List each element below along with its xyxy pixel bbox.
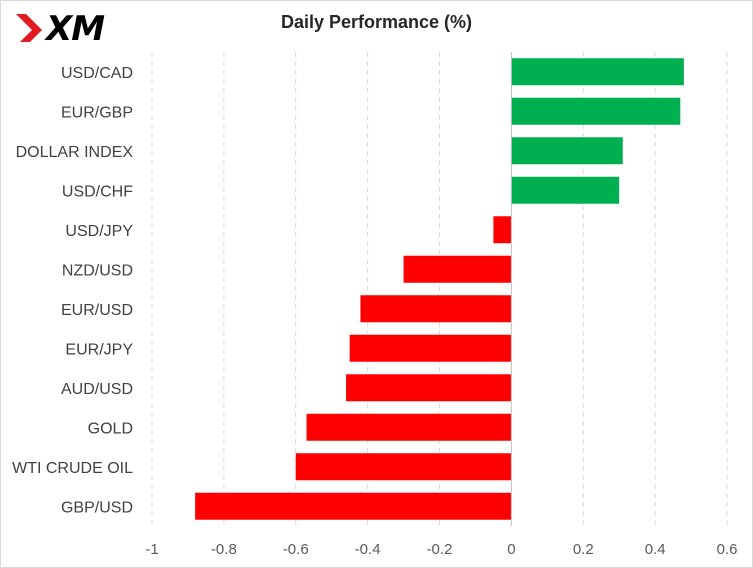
x-tick-label: -0.2 xyxy=(427,541,453,558)
bar-gbp-usd xyxy=(195,492,512,520)
bar-wti-crude-oil xyxy=(295,453,512,481)
bar-usd-jpy xyxy=(493,216,512,244)
category-label: USD/CHF xyxy=(62,183,133,200)
bar-eur-jpy xyxy=(349,334,512,362)
bar-aud-usd xyxy=(346,374,512,402)
bar-dollar-index xyxy=(511,137,623,165)
x-tick-label: 0 xyxy=(507,541,515,558)
category-label: USD/JPY xyxy=(65,223,133,240)
bar-usd-chf xyxy=(511,176,620,204)
category-label: AUD/USD xyxy=(61,381,133,398)
x-tick-label: 0.6 xyxy=(717,541,738,558)
x-tick-label: -0.6 xyxy=(283,541,309,558)
xm-logo: XM xyxy=(12,8,106,48)
bar-eur-gbp xyxy=(511,97,681,125)
category-label: GOLD xyxy=(88,420,133,437)
grid-lines xyxy=(151,52,728,526)
bars-group xyxy=(195,58,684,520)
chart-title: Daily Performance (%) xyxy=(280,12,473,32)
category-label: EUR/USD xyxy=(61,302,133,319)
bar-eur-usd xyxy=(360,295,512,323)
x-tick-label: -1 xyxy=(145,541,158,558)
x-tick-label: -0.8 xyxy=(211,541,237,558)
category-label: USD/CAD xyxy=(61,65,133,82)
category-label: NZD/USD xyxy=(62,262,133,279)
category-labels: USD/CAD EUR/GBP DOLLAR INDEX USD/CHF USD/JPY… xyxy=(12,65,133,517)
category-label: GBP/USD xyxy=(61,499,133,516)
bar-gold xyxy=(306,413,512,441)
x-tick-labels: -1 -0.8 -0.6 -0.4 -0.2 0 0.2 0.4 0.6 xyxy=(145,541,737,558)
bar-nzd-usd xyxy=(403,255,512,283)
category-label: EUR/GBP xyxy=(61,104,133,121)
bar-usd-cad xyxy=(511,58,684,86)
x-tick-label: -0.4 xyxy=(355,541,381,558)
logo-text: XM xyxy=(46,9,105,49)
category-label: EUR/JPY xyxy=(65,341,133,358)
logo-mark-icon xyxy=(16,14,42,42)
x-tick-label: 0.2 xyxy=(573,541,594,558)
x-tick-label: 0.4 xyxy=(645,541,666,558)
category-label: WTI CRUDE OIL xyxy=(12,460,133,477)
category-label: DOLLAR INDEX xyxy=(16,144,134,161)
